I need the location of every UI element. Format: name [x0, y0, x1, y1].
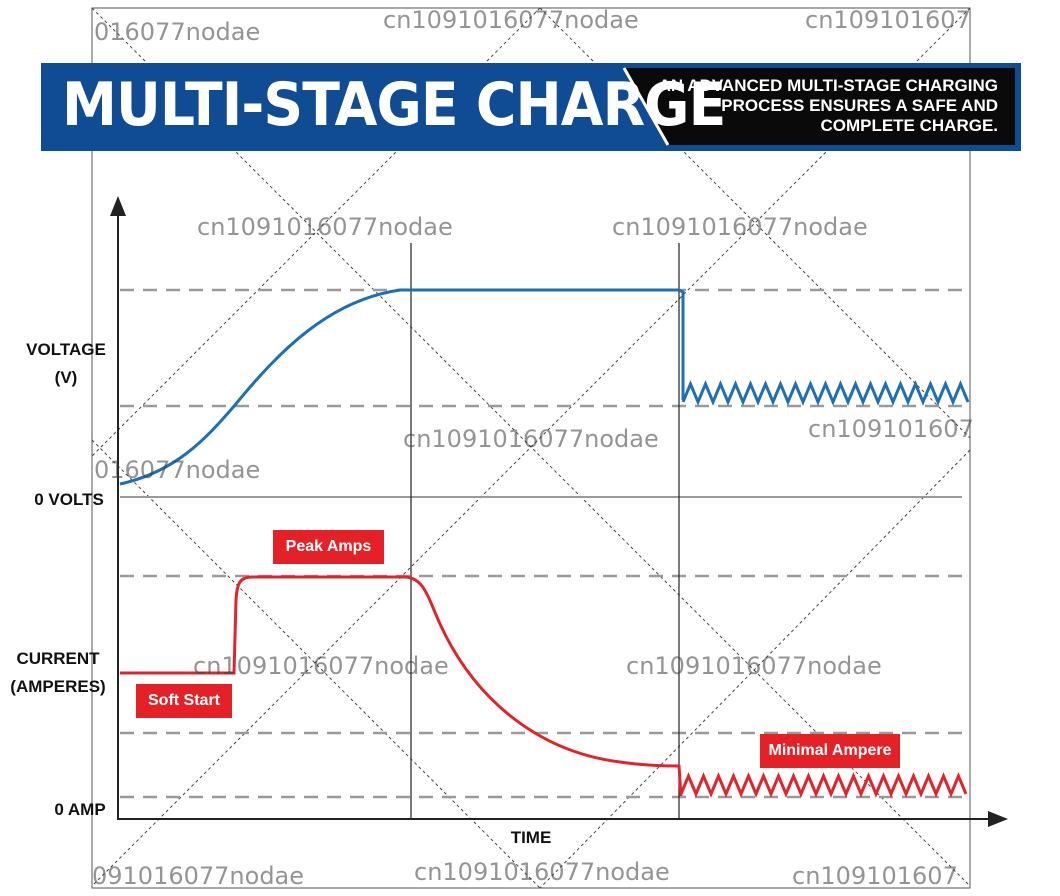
banner-subtitle-line: PROCESS ENSURES A SAFE AND	[721, 96, 998, 115]
minimal-ampere-tag: Minimal Ampere	[760, 734, 900, 768]
voltage-unit-line: (V)	[54, 368, 78, 387]
axes	[110, 196, 1008, 827]
zero-volts-label: 0 VOLTS	[34, 490, 104, 509]
zero-amp-label: 0 AMP	[54, 800, 106, 819]
voltage-curve	[119, 288, 685, 486]
current-float-zigzag	[679, 772, 968, 798]
time-axis-label: TIME	[510, 828, 552, 847]
current-unit-line: (AMPERES)	[10, 677, 106, 696]
banner-subtitle-line: COMPLETE CHARGE.	[820, 116, 998, 135]
frame	[91, 7, 971, 889]
banner-title: MULTI-STAGE CHARGE	[62, 70, 726, 140]
voltage-label-line: VOLTAGE	[26, 340, 106, 359]
banner-subtitle-line: AN ADVANCED MULTI-STAGE CHARGING	[658, 76, 998, 95]
banner	[41, 63, 1021, 151]
soft-start-tag: Soft Start	[136, 684, 232, 718]
current-label-line: CURRENT	[16, 649, 100, 668]
current-axis-label: CURRENT (AMPERES)	[4, 645, 112, 701]
peak-amps-tag: Peak Amps	[273, 530, 384, 564]
voltage-float-zigzag	[681, 380, 970, 406]
current-curve	[120, 575, 683, 797]
dashed-gridlines	[120, 288, 965, 799]
banner-subtitle: AN ADVANCED MULTI-STAGE CHARGING PROCESS…	[638, 76, 998, 136]
voltage-axis-label: VOLTAGE (V)	[16, 336, 116, 392]
